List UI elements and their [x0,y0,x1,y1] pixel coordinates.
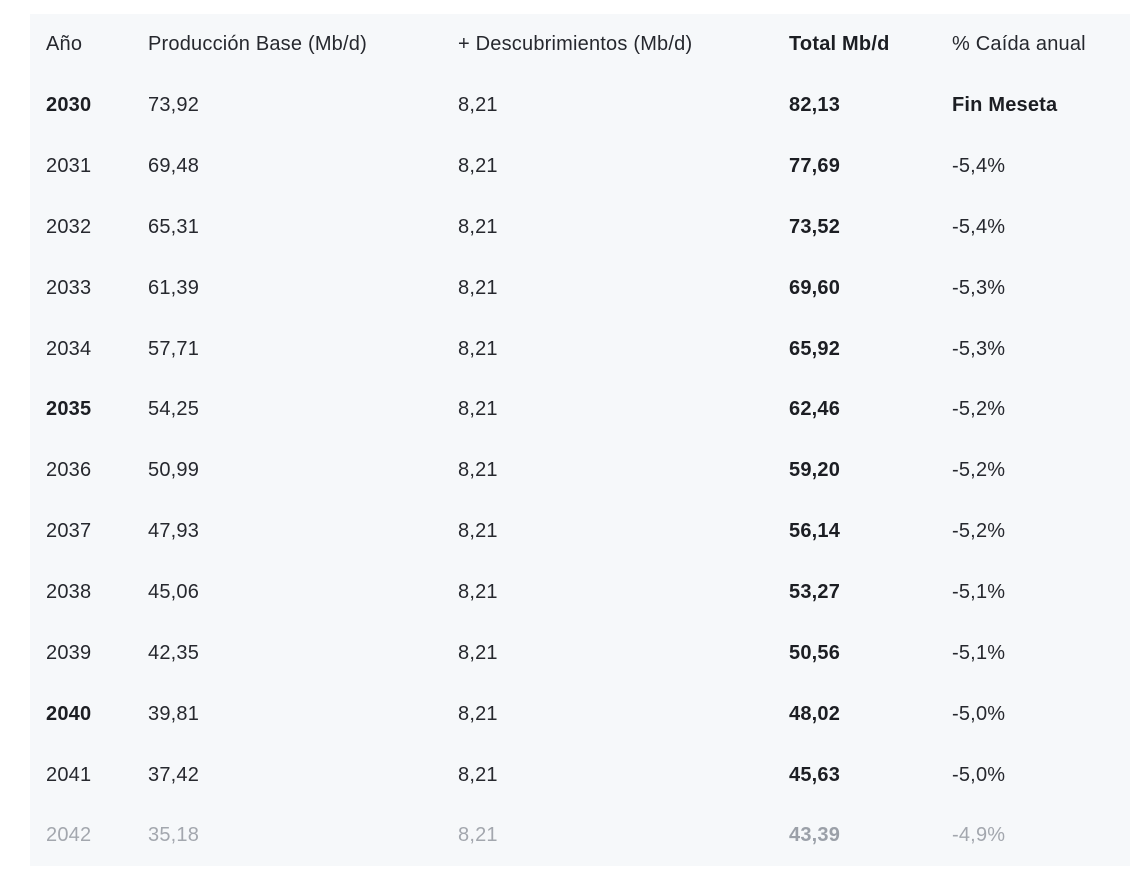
total-cell: 62,46 [789,398,841,421]
annual-decline-cell: -4,9% [952,824,1006,847]
table-row-2032: 2032 65,31 8,21 73,52 -5,4% [46,197,1122,258]
discoveries-cell: 8,21 [458,398,498,421]
year-cell: 2033 [46,276,92,299]
base-production-cell: 50,99 [148,459,200,482]
base-production-cell: 61,39 [148,276,200,299]
base-production-cell: 35,18 [148,824,200,847]
total-cell: 53,27 [789,581,841,604]
total-cell: 77,69 [789,155,841,178]
annual-decline-cell: -5,4% [952,155,1006,178]
annual-decline-cell: -5,0% [952,702,1006,725]
base-production-cell: 69,48 [148,155,200,178]
column-header-total: Total Mb/d [789,33,890,56]
table-row-2037: 2037 47,93 8,21 56,14 -5,2% [46,501,1122,562]
annual-decline-cell: Fin Meseta [952,94,1058,117]
total-cell: 65,92 [789,337,841,360]
table-row-2033: 2033 61,39 8,21 69,60 -5,3% [46,257,1122,318]
base-production-cell: 65,31 [148,215,200,238]
discoveries-cell: 8,21 [458,641,498,664]
year-cell: 2042 [46,824,92,847]
annual-decline-cell: -5,4% [952,215,1006,238]
year-cell: 2036 [46,459,92,482]
total-cell: 69,60 [789,276,841,299]
base-production-cell: 57,71 [148,337,200,360]
base-production-cell: 73,92 [148,94,200,117]
total-cell: 48,02 [789,702,841,725]
year-cell: 2038 [46,581,92,604]
year-cell: 2040 [46,702,92,725]
total-cell: 73,52 [789,215,841,238]
table-row-2041: 2041 37,42 8,21 45,63 -5,0% [46,744,1122,805]
column-header-discoveries: + Descubrimientos (Mb/d) [458,33,693,56]
total-cell: 50,56 [789,641,841,664]
total-cell: 82,13 [789,94,841,117]
annual-decline-cell: -5,2% [952,459,1006,482]
discoveries-cell: 8,21 [458,337,498,360]
column-header-year: Año [46,33,83,56]
annual-decline-cell: -5,0% [952,763,1006,786]
table-row-2030: 2030 73,92 8,21 82,13 Fin Meseta [46,75,1122,136]
total-cell: 59,20 [789,459,841,482]
base-production-cell: 37,42 [148,763,200,786]
total-cell: 43,39 [789,824,841,847]
year-cell: 2032 [46,215,92,238]
discoveries-cell: 8,21 [458,215,498,238]
table-row-2040: 2040 39,81 8,21 48,02 -5,0% [46,683,1122,744]
total-cell: 56,14 [789,520,841,543]
discoveries-cell: 8,21 [458,276,498,299]
annual-decline-cell: -5,3% [952,337,1006,360]
total-cell: 45,63 [789,763,841,786]
base-production-cell: 47,93 [148,520,200,543]
table-row-2038: 2038 45,06 8,21 53,27 -5,1% [46,562,1122,623]
table-row-2039: 2039 42,35 8,21 50,56 -5,1% [46,622,1122,683]
production-projection-table: Año Producción Base (Mb/d) + Descubrimie… [30,14,1130,866]
column-header-annual-decline: % Caída anual [952,33,1086,56]
annual-decline-cell: -5,2% [952,520,1006,543]
base-production-cell: 54,25 [148,398,200,421]
discoveries-cell: 8,21 [458,155,498,178]
discoveries-cell: 8,21 [458,94,498,117]
base-production-cell: 45,06 [148,581,200,604]
discoveries-cell: 8,21 [458,702,498,725]
annual-decline-cell: -5,3% [952,276,1006,299]
year-cell: 2037 [46,520,92,543]
annual-decline-cell: -5,1% [952,581,1006,604]
table-row-2031: 2031 69,48 8,21 77,69 -5,4% [46,136,1122,197]
table-row-2035: 2035 54,25 8,21 62,46 -5,2% [46,379,1122,440]
year-cell: 2041 [46,763,92,786]
table-row-2042: 2042 35,18 8,21 43,39 -4,9% [46,805,1122,866]
discoveries-cell: 8,21 [458,459,498,482]
base-production-cell: 39,81 [148,702,200,725]
year-cell: 2030 [46,94,92,117]
year-cell: 2031 [46,155,92,178]
discoveries-cell: 8,21 [458,824,498,847]
annual-decline-cell: -5,2% [952,398,1006,421]
base-production-cell: 42,35 [148,641,200,664]
discoveries-cell: 8,21 [458,520,498,543]
table-row-2036: 2036 50,99 8,21 59,20 -5,2% [46,440,1122,501]
discoveries-cell: 8,21 [458,763,498,786]
year-cell: 2035 [46,398,92,421]
column-header-base-production: Producción Base (Mb/d) [148,33,367,56]
annual-decline-cell: -5,1% [952,641,1006,664]
table-row-2034: 2034 57,71 8,21 65,92 -5,3% [46,318,1122,379]
discoveries-cell: 8,21 [458,581,498,604]
year-cell: 2039 [46,641,92,664]
year-cell: 2034 [46,337,92,360]
table-header-row: Año Producción Base (Mb/d) + Descubrimie… [46,14,1122,75]
